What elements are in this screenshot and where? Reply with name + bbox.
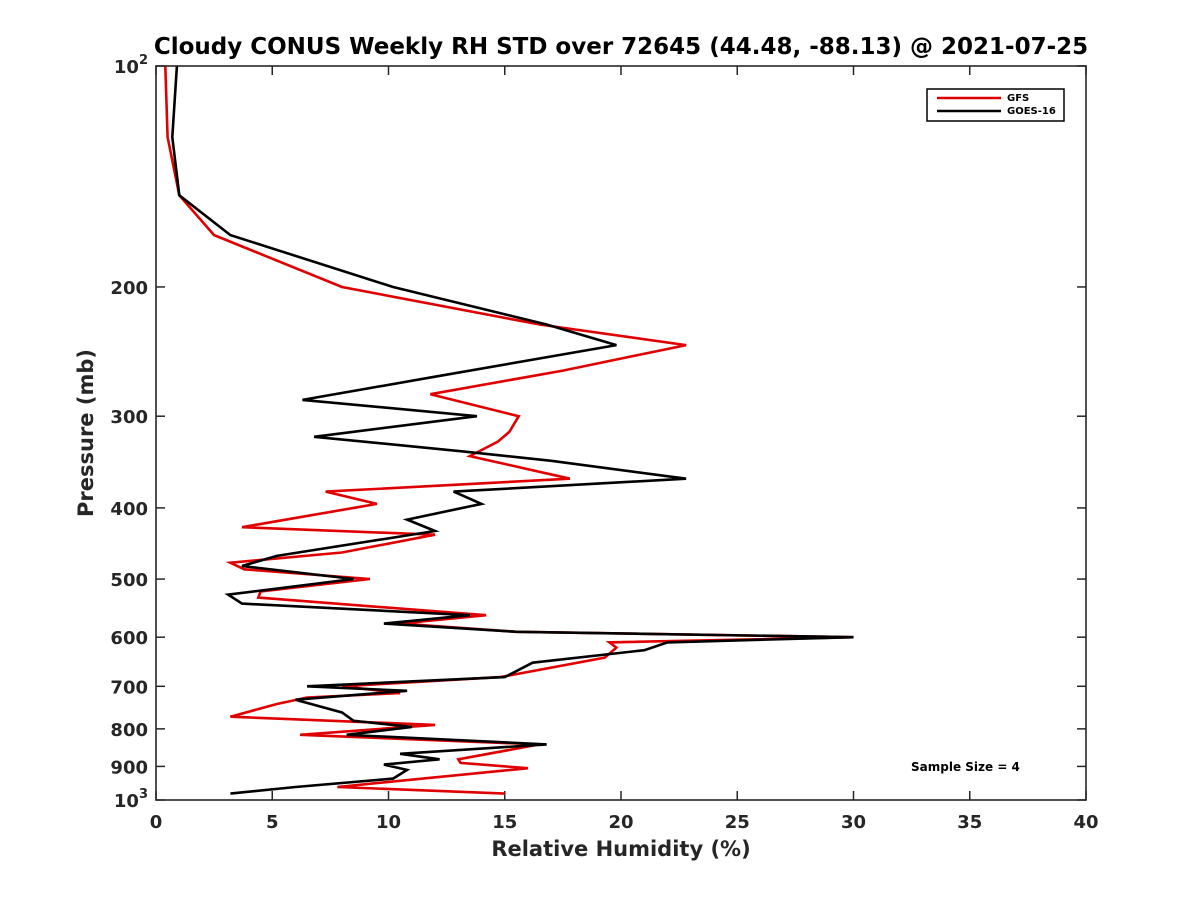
y-tick-label: 700	[110, 677, 148, 698]
x-tick-label: 30	[841, 812, 866, 833]
y-tick-label: 103	[114, 787, 148, 812]
plot-area	[156, 66, 1086, 800]
y-axis: 102 200 300 400 500 600 700 800 900 103	[110, 53, 1086, 812]
legend-label-gfs: GFS	[1007, 93, 1029, 104]
legend: GFS GOES-16	[926, 88, 1065, 122]
series-layer	[164, 65, 854, 795]
series-line-goes16	[170, 65, 854, 795]
x-tick-label: 0	[150, 812, 163, 833]
axes-frame	[155, 65, 1087, 801]
sample-size-annotation: Sample Size = 4	[911, 760, 1020, 774]
x-tick-label: 10	[376, 812, 401, 833]
x-axis: 0 5 10 15 20 25 30 35 40	[150, 66, 1099, 833]
legend-label-goes16: GOES-16	[1007, 106, 1056, 117]
y-tick-label: 200	[110, 278, 148, 299]
x-tick-label: 35	[957, 812, 982, 833]
x-axis-label: Relative Humidity (%)	[491, 837, 750, 861]
x-tick-label: 15	[492, 812, 517, 833]
x-tick-label: 25	[725, 812, 750, 833]
y-tick-label: 600	[110, 628, 148, 649]
y-tick-label: 300	[110, 407, 148, 428]
x-tick-label: 5	[266, 812, 279, 833]
y-tick-label: 800	[110, 720, 148, 741]
x-tick-label: 40	[1073, 812, 1098, 833]
y-axis-label: Pressure (mb)	[74, 349, 98, 517]
y-tick-label: 400	[110, 499, 148, 520]
y-tick-label: 900	[110, 757, 148, 778]
x-tick-label: 20	[608, 812, 633, 833]
y-tick-label: 500	[110, 570, 148, 591]
y-tick-label: 102	[114, 53, 148, 78]
axes-box	[155, 65, 1087, 801]
chart-title: Cloudy CONUS Weekly RH STD over 72645 (4…	[154, 34, 1088, 60]
legend-box	[926, 88, 1065, 122]
